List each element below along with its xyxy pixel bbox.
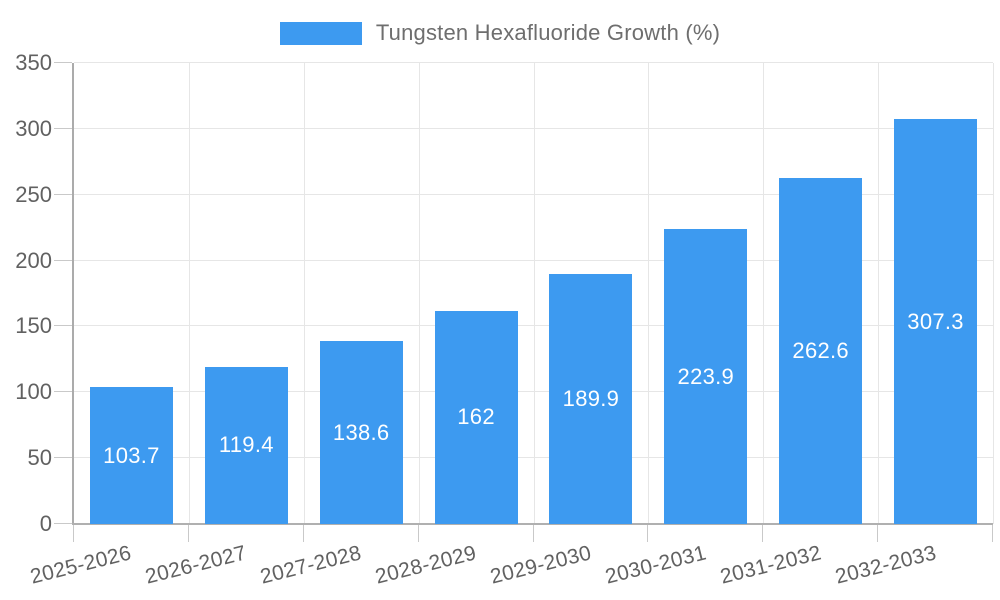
- y-axis-tick: [54, 391, 72, 393]
- y-tick-label: 50: [27, 445, 52, 471]
- gridline-horizontal: [74, 325, 993, 327]
- y-tick-label: 100: [15, 379, 52, 405]
- x-axis-tick: [992, 524, 993, 542]
- gridline-horizontal: [74, 62, 993, 63]
- x-axis-tick: [877, 524, 878, 542]
- x-axis-tick: [73, 524, 74, 542]
- y-tick-label: 250: [15, 181, 52, 207]
- gridline-horizontal: [74, 259, 993, 261]
- bar: 103.7: [89, 387, 173, 524]
- x-axis-tick: [188, 524, 189, 542]
- y-axis-tick: [54, 127, 72, 129]
- bar-value-label: 162: [457, 404, 495, 430]
- y-axis-tick: [54, 193, 72, 195]
- y-axis-tick: [54, 259, 72, 261]
- x-axis-tick: [762, 524, 763, 542]
- bar-value-label: 262.6: [792, 338, 849, 364]
- gridline-vertical: [534, 63, 535, 524]
- y-tick-label: 200: [15, 247, 52, 273]
- gridline-horizontal: [74, 193, 993, 195]
- bar: 223.9: [664, 229, 748, 524]
- bar-value-label: 138.6: [332, 419, 390, 445]
- y-axis-tick: [54, 325, 72, 327]
- bar: 307.3: [894, 119, 978, 524]
- legend-swatch: [279, 21, 362, 45]
- bar-value-label: 119.4: [218, 432, 274, 458]
- y-tick-label: 350: [15, 50, 52, 75]
- bar: 119.4: [204, 366, 288, 524]
- gridline-vertical: [419, 63, 420, 524]
- bar-value-label: 189.9: [562, 385, 620, 411]
- gridline-horizontal: [74, 391, 993, 393]
- x-axis-tick: [647, 524, 648, 542]
- bar-value-label: 103.7: [103, 442, 160, 468]
- bar-value-label: 223.9: [677, 363, 735, 389]
- gridline-horizontal: [74, 457, 993, 459]
- y-tick-label: 300: [15, 115, 52, 141]
- gridline-vertical: [189, 63, 190, 524]
- x-axis-tick: [418, 524, 419, 542]
- y-axis-tick: [54, 62, 72, 63]
- gridline-vertical: [878, 63, 879, 524]
- gridline-vertical: [763, 63, 764, 524]
- y-tick-label: 0: [39, 511, 52, 536]
- gridline-vertical: [993, 63, 994, 524]
- y-axis-line: [72, 63, 74, 524]
- bar-value-label: 307.3: [907, 308, 964, 334]
- gridline-vertical: [648, 63, 649, 524]
- x-axis-line: [72, 523, 993, 525]
- y-tick-label: 150: [15, 313, 52, 339]
- x-axis-tick: [303, 524, 304, 542]
- bar: 138.6: [319, 341, 403, 524]
- x-axis-tick: [533, 524, 534, 542]
- gridline-horizontal: [74, 127, 993, 129]
- legend-label: Tungsten Hexafluoride Growth (%): [375, 20, 721, 45]
- bar: 189.9: [549, 273, 633, 524]
- bar: 162: [434, 310, 518, 524]
- legend[interactable]: Tungsten Hexafluoride Growth (%): [0, 21, 1000, 45]
- y-axis-tick: [54, 457, 72, 459]
- y-axis-tick: [54, 523, 72, 524]
- gridline-vertical: [304, 63, 305, 524]
- bar: 262.6: [779, 178, 863, 524]
